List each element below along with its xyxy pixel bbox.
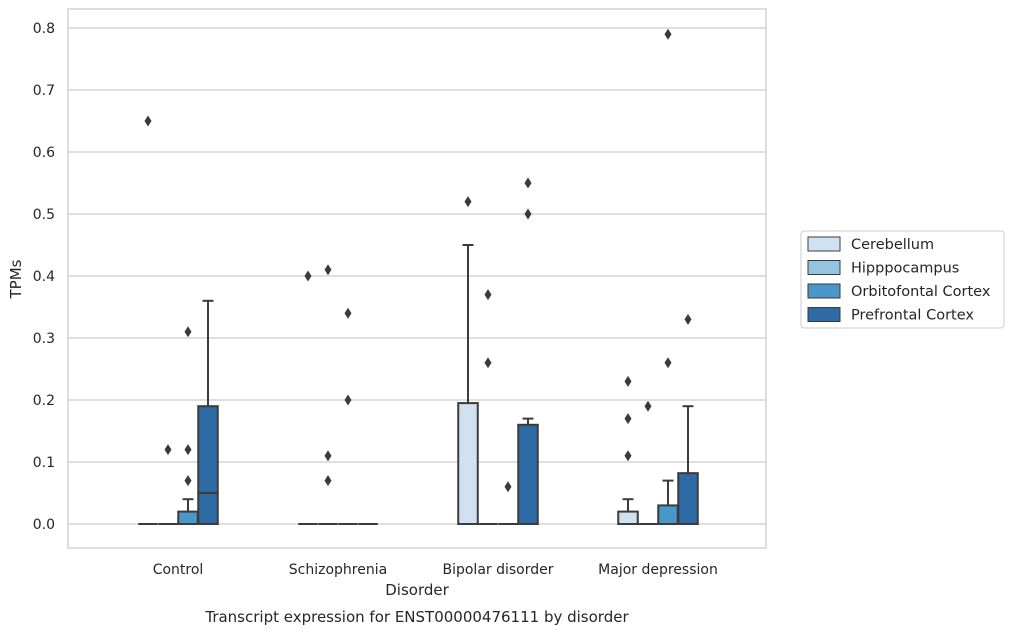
x-tick-label: Bipolar disorder <box>442 562 553 578</box>
outlier-point <box>644 400 652 412</box>
outlier-point <box>684 313 692 325</box>
legend-swatch <box>807 236 841 252</box>
outlier-point <box>324 475 332 487</box>
outlier-point <box>664 28 672 40</box>
y-tick-label: 0.4 <box>33 269 55 285</box>
legend-swatch <box>807 283 841 299</box>
legend-swatch <box>807 307 841 322</box>
outlier-points <box>144 28 692 493</box>
box-prefrontal-cortex <box>517 417 539 525</box>
y-tick-label: 0.5 <box>33 207 55 223</box>
outlier-point <box>664 357 672 369</box>
legend-frame <box>800 230 1005 329</box>
box-orbitofontal-cortex <box>657 479 679 525</box>
box-prefrontal-cortex <box>677 405 699 526</box>
outlier-point <box>624 375 632 387</box>
y-tick-label: 0.2 <box>33 393 55 409</box>
legend-label: Hipppocampus <box>851 261 959 277</box>
x-tick-label: Control <box>153 562 204 578</box>
outlier-point <box>324 450 332 462</box>
legend-swatch <box>807 260 841 275</box>
legend-label: Cerebellum <box>851 237 934 253</box>
y-axis-title: TPMs <box>7 259 25 299</box>
box-cerebellum <box>617 498 639 526</box>
outlier-point <box>524 208 532 220</box>
outlier-point <box>184 475 192 487</box>
outlier-point <box>184 444 192 456</box>
outlier-point <box>344 307 352 319</box>
legend: Cerebellum Hipppocampus Orbitofontal Corte… <box>800 230 1005 329</box>
x-axis-title: Disorder <box>385 581 449 599</box>
box-body <box>677 472 699 526</box>
outlier-point <box>304 270 312 282</box>
box-orbitofontal-cortex <box>177 498 199 526</box>
outlier-point <box>624 413 632 425</box>
outlier-point <box>484 289 492 301</box>
x-tick-labels: Control Schizophrenia Bipolar disorder Majo… <box>153 562 718 578</box>
y-tick-label: 0.7 <box>33 83 55 99</box>
legend-label: Prefrontal Cortex <box>851 308 974 324</box>
y-tick-label: 0.1 <box>33 455 55 471</box>
outlier-point <box>464 196 472 208</box>
outlier-point <box>484 357 492 369</box>
outlier-point <box>524 177 532 189</box>
outlier-point <box>624 450 632 462</box>
outlier-point <box>504 481 512 493</box>
x-tick-label: Schizophrenia <box>289 562 387 578</box>
y-tick-label: 0.3 <box>33 331 55 347</box>
box-body <box>457 402 479 526</box>
box-body <box>517 423 539 525</box>
outlier-point <box>324 264 332 276</box>
figure-caption: Transcript expression for ENST0000047611… <box>204 608 629 626</box>
box-cerebellum <box>457 244 479 526</box>
box-body <box>197 405 219 526</box>
gridlines <box>68 27 766 525</box>
boxes <box>138 244 699 526</box>
y-tick-labels: 0.0 0.1 0.2 0.3 0.4 0.5 0.6 0.7 0.8 <box>33 21 55 533</box>
box-body <box>617 510 639 526</box>
y-tick-label: 0.6 <box>33 145 55 161</box>
y-tick-label: 0.0 <box>33 517 55 533</box>
box-body <box>177 510 199 526</box>
box-prefrontal-cortex <box>197 299 219 526</box>
box-body <box>657 504 679 525</box>
outlier-point <box>164 444 172 456</box>
y-tick-label: 0.8 <box>33 21 55 37</box>
x-tick-label: Major depression <box>598 562 718 578</box>
outlier-point <box>344 394 352 406</box>
plot-frame <box>67 8 767 549</box>
outlier-point <box>184 326 192 338</box>
legend-label: Orbitofontal Cortex <box>851 284 991 300</box>
outlier-point <box>144 115 152 127</box>
